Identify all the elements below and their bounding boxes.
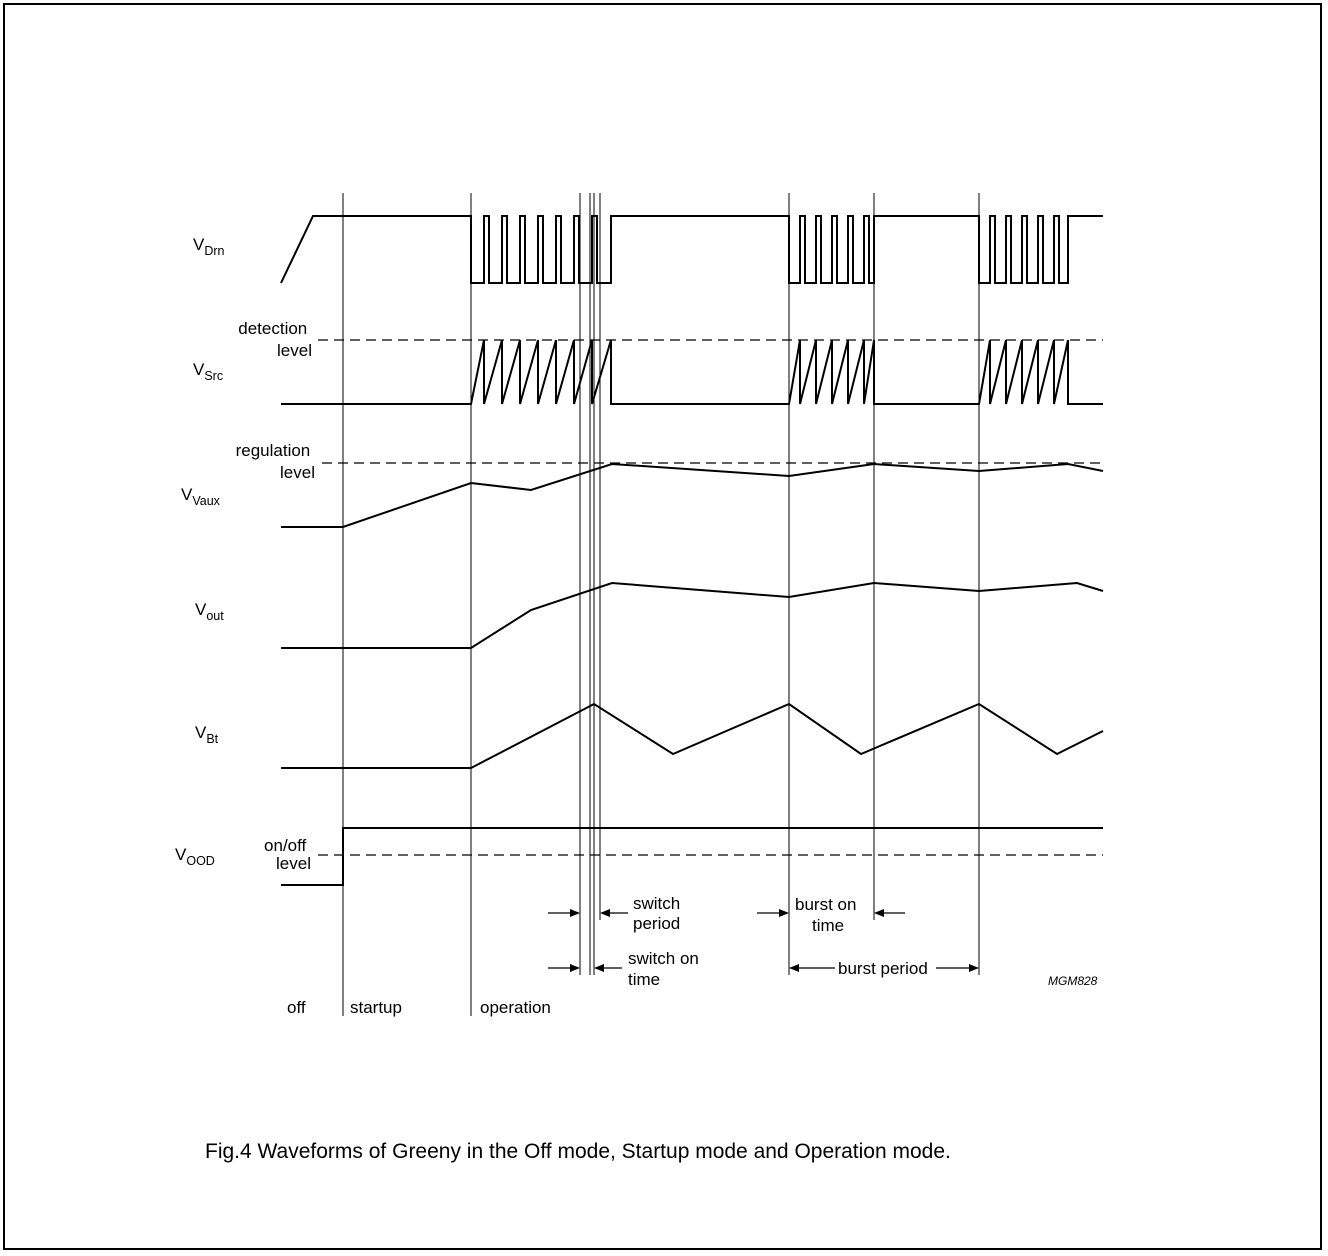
vood-waveform (281, 827, 1103, 886)
timing-markers (342, 193, 980, 1016)
vbt-waveform (281, 702, 1104, 769)
vdrn-waveform (280, 215, 1103, 284)
phase-operation-label: operation (480, 998, 551, 1017)
switch-period-arrows (548, 909, 628, 917)
vsrc-waveform (281, 339, 1103, 405)
vood-label: VOOD (175, 845, 215, 868)
detection-level-label: detection level (238, 319, 312, 360)
vsrc-label: VSrc (193, 360, 223, 383)
burst-on-time-label: burst on time (795, 895, 861, 935)
switch-on-time-arrows (548, 964, 622, 972)
burst-period-arrows (789, 964, 979, 972)
phase-off-label: off (287, 998, 306, 1017)
burst-on-time-arrows (757, 909, 905, 917)
figure-code: MGM828 (1048, 974, 1098, 988)
vout-label: Vout (195, 600, 224, 623)
switch-on-time-label: switch on time (628, 949, 704, 989)
vvaux-waveform (281, 462, 1104, 528)
vdrn-label: VDrn (193, 235, 225, 258)
phase-startup-label: startup (350, 998, 402, 1017)
regulation-level-label: regulation level (236, 441, 315, 482)
figure-frame (3, 3, 1322, 1250)
figure-caption: Fig.4 Waveforms of Greeny in the Off mod… (205, 1140, 951, 1163)
vbt-label: VBt (195, 723, 219, 746)
switch-period-label: switch period (633, 894, 685, 933)
vout-waveform (281, 581, 1104, 649)
onoff-level-label: on/off level (264, 836, 311, 873)
vvaux-label: VVaux (181, 485, 221, 508)
burst-period-label: burst period (838, 959, 928, 978)
